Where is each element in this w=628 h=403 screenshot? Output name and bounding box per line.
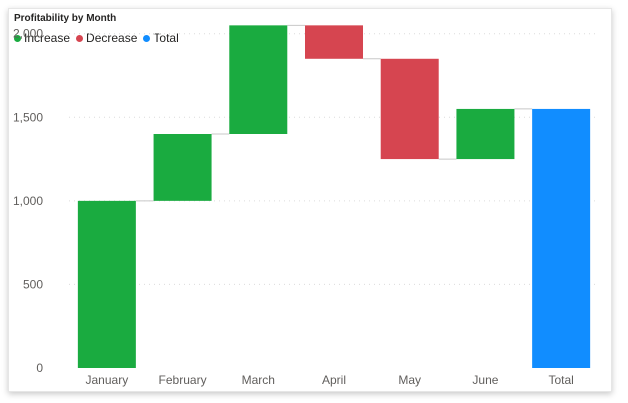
legend-item-decrease[interactable]: Decrease [76,31,137,45]
chart-title: Profitability by Month [14,13,117,24]
legend-label: Decrease [86,31,138,45]
bar-april[interactable] [305,25,363,59]
legend-item-total[interactable]: Total [143,31,179,45]
x-tick-label: June [472,373,498,387]
x-tick-label: March [242,373,275,387]
chart-legend: Increase Decrease Total [14,31,185,45]
y-tick-label: 500 [23,277,43,291]
x-tick-label: May [398,373,421,387]
legend-marker [76,34,84,42]
x-tick-label: Total [548,373,573,387]
y-tick-label: 2,000 [13,27,43,41]
y-tick-label: 0 [36,361,43,375]
legend-marker [143,34,151,42]
y-tick-label: 1,500 [13,110,43,124]
legend-label: Total [153,31,179,45]
legend-marker [14,34,21,42]
bar-may[interactable] [380,58,439,160]
bar-march[interactable] [229,25,288,134]
waterfall-chart: 0 500 1,000 1,500 2,000 January February March A… [13,24,599,387]
bar-total[interactable] [532,108,591,368]
legend-label: Increase [24,31,71,45]
x-tick-label: February [159,373,207,387]
x-tick-label: January [86,373,129,387]
bar-february[interactable] [153,134,212,201]
bar-june[interactable] [456,108,515,160]
y-tick-label: 1,000 [13,194,43,208]
chart-card: Profitability by Month Increase Decrease T… [8,8,612,392]
x-tick-label: April [322,373,346,387]
bar-january[interactable] [77,200,136,368]
legend-item-increase[interactable]: Increase [14,31,70,45]
